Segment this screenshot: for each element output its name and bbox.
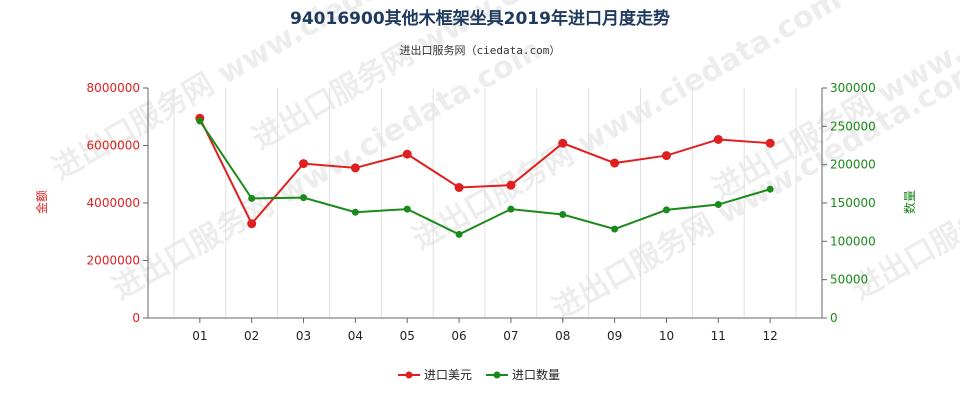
- series-1: [195, 113, 775, 229]
- legend-swatch-marker: [493, 371, 501, 379]
- data-point: [558, 138, 568, 148]
- data-point: [248, 194, 256, 202]
- data-point: [714, 201, 722, 209]
- data-point: [247, 219, 257, 229]
- x-tick-label: 08: [555, 329, 570, 343]
- y-left-tick-label: 6000000: [87, 139, 140, 153]
- x-grid: [173, 88, 797, 318]
- data-point: [661, 151, 671, 161]
- series-line: [198, 117, 771, 226]
- series-line: [199, 120, 771, 236]
- data-point: [351, 208, 359, 216]
- chart-title: 94016900其他木框架坐具2019年进口月度走势: [290, 8, 670, 29]
- y-right-tick-label: 300000: [830, 81, 876, 95]
- y-right-tick-label: 150000: [830, 196, 876, 210]
- x-tick-label: 03: [296, 329, 311, 343]
- legend-swatch-marker: [405, 371, 413, 379]
- legend: 进口美元 进口数量: [398, 367, 560, 382]
- data-point: [662, 206, 670, 214]
- watermark-text: 进出口服务网 www.ciedata.com: [107, 32, 548, 307]
- data-point: [299, 159, 309, 169]
- data-point: [454, 182, 464, 192]
- y-left-ticks: 0 2000000 4000000 6000000 8000000: [87, 81, 148, 325]
- y-left-tick-label: 4000000: [87, 196, 140, 210]
- data-point: [403, 205, 411, 213]
- series-2: [196, 117, 774, 238]
- x-tick-label: 11: [711, 329, 726, 343]
- data-point: [300, 194, 308, 202]
- data-point: [766, 185, 774, 193]
- y-left-tick-label: 2000000: [87, 254, 140, 268]
- legend-item: 进口美元: [398, 368, 472, 382]
- data-point: [350, 163, 360, 173]
- data-point: [402, 149, 412, 159]
- y-left-tick-label: 8000000: [87, 81, 140, 95]
- x-tick-label: 10: [659, 329, 674, 343]
- y-right-ticks: 0 50000 100000 150000 200000 250000 300000: [822, 81, 876, 325]
- y-right-tick-label: 100000: [830, 234, 876, 248]
- y-right-tick-label: 200000: [830, 158, 876, 172]
- y-right-tick-label: 0: [830, 311, 838, 325]
- x-tick-label: 02: [244, 329, 259, 343]
- x-tick-label: 09: [607, 329, 622, 343]
- x-tick-label: 04: [348, 329, 363, 343]
- x-tick-label: 05: [400, 329, 415, 343]
- y-left-axis-title: 金额: [34, 190, 49, 214]
- x-tick-label: 01: [192, 329, 207, 343]
- legend-label: 进口美元: [424, 368, 472, 382]
- x-tick-label: 06: [451, 329, 466, 343]
- x-tick-label: 07: [503, 329, 518, 343]
- legend-label: 进口数量: [512, 367, 560, 382]
- x-tick-label: 12: [763, 329, 778, 343]
- x-ticks: 01 02 03 04 05 06 07 08 09 10 11 12: [192, 318, 778, 343]
- data-point: [559, 211, 567, 218]
- data-point: [611, 225, 619, 233]
- data-point: [713, 134, 723, 144]
- y-left-tick-label: 0: [132, 311, 140, 325]
- y-right-tick-label: 50000: [830, 273, 868, 287]
- data-point: [506, 180, 516, 190]
- data-point: [765, 138, 775, 148]
- chart-subtitle: 进出口服务网（ciedata.com）: [400, 43, 561, 57]
- data-point: [196, 117, 204, 125]
- legend-item: 进口数量: [486, 367, 560, 382]
- y-right-tick-label: 250000: [830, 119, 876, 133]
- watermark-text: 进出口服务网 www.ciedata.com: [407, 0, 848, 257]
- data-point: [507, 205, 515, 213]
- data-point: [610, 158, 620, 168]
- y-right-axis-title: 数量: [902, 190, 917, 214]
- data-point: [455, 230, 463, 238]
- series-layer: [195, 113, 775, 238]
